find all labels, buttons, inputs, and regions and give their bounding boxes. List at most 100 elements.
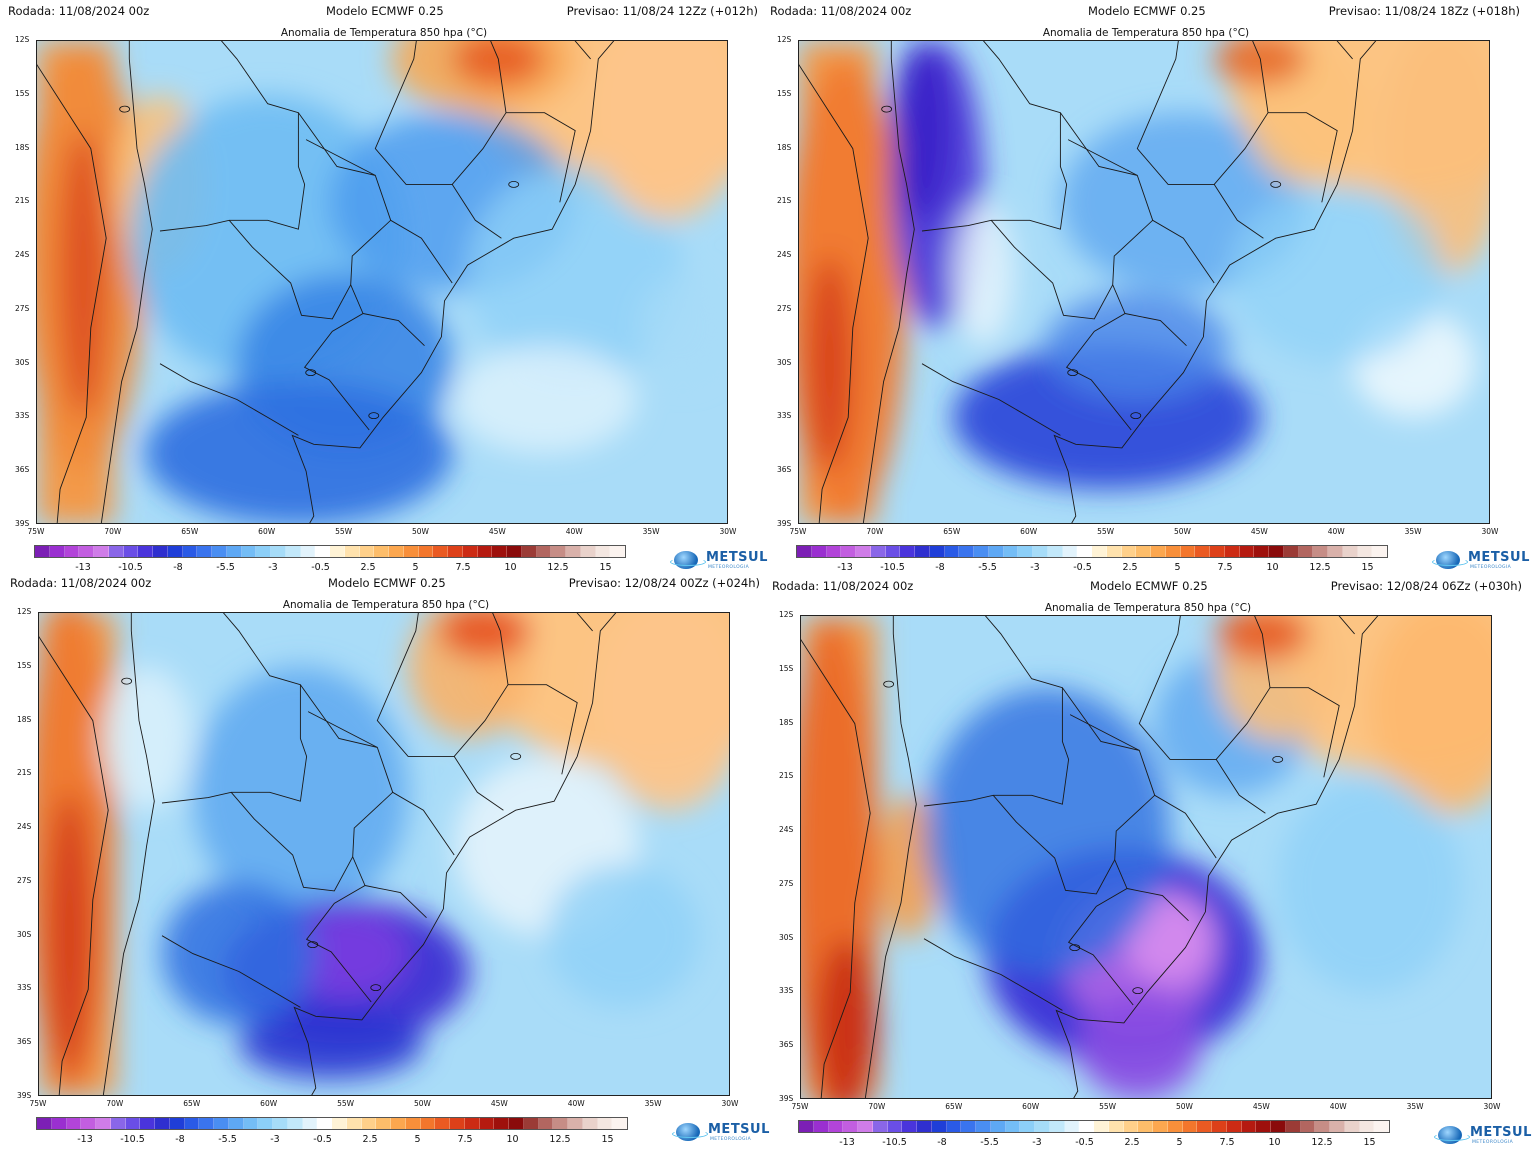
colorbar-swatch (959, 546, 974, 557)
latitude-tick-label: 21S (779, 771, 794, 781)
latitude-tick-label: 18S (779, 717, 794, 727)
longitude-tick-label: 30W (719, 527, 737, 536)
colorbar-swatch (1167, 1121, 1183, 1132)
longitude-tick-label: 35W (1406, 1102, 1424, 1111)
lake-outline (1069, 944, 1081, 952)
forecast-panel: Rodada: 11/08/2024 00z Modelo ECMWF 0.25 P… (0, 0, 768, 577)
boundary-line (1152, 219, 1215, 284)
colorbar-swatch (811, 546, 827, 557)
anomaly-blob (58, 130, 108, 418)
longitude-tick-label: 55W (337, 1099, 355, 1108)
boundary-line (376, 613, 509, 757)
colorbar-swatch (595, 546, 611, 557)
latitude-tick-label: 39S (777, 519, 792, 528)
colorbar-swatch (976, 1121, 991, 1132)
longitude-tick-label: 65W (945, 1102, 963, 1111)
longitude-tick-label: 45W (1252, 1102, 1270, 1111)
colorbar-tick-label: 15 (1363, 1137, 1376, 1148)
longitude-tick-label: 45W (488, 527, 506, 536)
longitude-tick-label: 75W (791, 1102, 809, 1111)
anomaly-map (39, 613, 729, 1095)
longitude-tick-label: 30W (1481, 527, 1499, 536)
colorbar-swatch (448, 546, 463, 557)
colorbar-tick-label: 12.5 (1309, 562, 1331, 573)
boundary-line (1055, 616, 1379, 1098)
boundary-line (100, 41, 153, 523)
colorbar-swatch (843, 1121, 858, 1132)
longitude-tick-label: 65W (181, 527, 199, 536)
boundary-line (453, 756, 504, 811)
colorbar-swatch (256, 546, 271, 557)
boundary-line (1138, 616, 1271, 760)
colorbar-tick-label: 7.5 (1219, 1137, 1235, 1148)
latitude-tick-label: 24S (777, 250, 792, 260)
colorbar-tick-label: -3 (1030, 562, 1040, 573)
anomaly-blob (238, 1007, 424, 1080)
orbit-icon (670, 558, 706, 566)
anomaly-blob (162, 881, 316, 1026)
colorbar-tick-label: -3 (268, 562, 278, 573)
colorbar-swatch (94, 546, 109, 557)
boundary-line (161, 935, 301, 1008)
longitude-tick-label: 70W (104, 527, 122, 536)
boundary-line (293, 613, 617, 1095)
metsul-logo: METSUL METEOROLOGIA (670, 549, 767, 571)
longitude-tick-label: 75W (27, 527, 45, 536)
colorbar-swatch (1226, 1121, 1242, 1132)
colorbar-swatch (1342, 546, 1358, 557)
colorbar-swatch (523, 1118, 539, 1129)
anomaly-blob (1370, 616, 1491, 814)
anomaly-map (799, 41, 1489, 523)
latitude-tick-label: 39S (779, 1094, 794, 1103)
boundary-line (923, 938, 1063, 1011)
colorbar-swatch (813, 1121, 829, 1132)
colorbar-swatch (81, 1118, 96, 1129)
longitude-tick-label: 50W (1173, 527, 1191, 536)
orbit-icon (1432, 558, 1468, 566)
colorbar-swatch (1005, 1121, 1021, 1132)
boundary-line (228, 220, 352, 320)
latitude-tick-label: 12S (17, 607, 32, 616)
colorbar-swatch (509, 1118, 524, 1129)
latitude-tick-label: 21S (17, 768, 32, 778)
boundary-line (506, 112, 576, 203)
brand-name: METSUL (1468, 550, 1530, 565)
colorbar-swatch (1195, 546, 1210, 557)
latitude-tick-label: 33S (15, 411, 30, 421)
colorbar-tick-label: -0.5 (313, 1134, 332, 1145)
colorbar-swatch (155, 1118, 170, 1129)
colorbar-swatch (1079, 1121, 1094, 1132)
boundary-line (801, 639, 871, 1098)
latitude-tick-label: 30S (777, 357, 792, 367)
colorbar-swatch (1138, 1121, 1153, 1132)
model-label: Modelo ECMWF 0.25 (328, 576, 446, 590)
latitude-tick-label: 33S (777, 411, 792, 421)
metsul-logo: METSUL METEOROLOGIA (672, 1121, 769, 1143)
colorbar (34, 545, 626, 558)
colorbar-swatch (199, 1118, 214, 1129)
latitude-tick-label: 39S (17, 1091, 32, 1100)
colorbar-swatch (597, 1118, 613, 1129)
longitude-tick-label: 35W (1404, 527, 1422, 536)
colorbar-swatch (885, 546, 901, 557)
colorbar-swatch (184, 1118, 200, 1129)
boundary-line (1154, 794, 1217, 859)
colorbar-swatch (1153, 1121, 1168, 1132)
latitude-tick-label: 36S (779, 1040, 794, 1050)
boundary-line (1215, 759, 1266, 814)
colorbar-swatch (929, 546, 945, 557)
colorbar-swatch (361, 1118, 377, 1129)
colorbar-tick-label: -5.5 (978, 562, 997, 573)
colorbar-swatch (580, 546, 596, 557)
lake-outline (883, 680, 895, 688)
colorbar-swatch (1123, 1121, 1139, 1132)
boundary-line (1270, 687, 1340, 778)
colorbar-tick-label: -10.5 (120, 1134, 145, 1145)
run-label: Rodada: 11/08/2024 00z (8, 4, 150, 18)
colorbar-swatch (1064, 1121, 1080, 1132)
colorbar (36, 1117, 628, 1130)
colorbar-swatch (1062, 546, 1078, 557)
anomaly-blob (467, 166, 683, 382)
colorbar-swatch (1182, 1121, 1198, 1132)
latitude-tick-label: 27S (777, 303, 792, 313)
